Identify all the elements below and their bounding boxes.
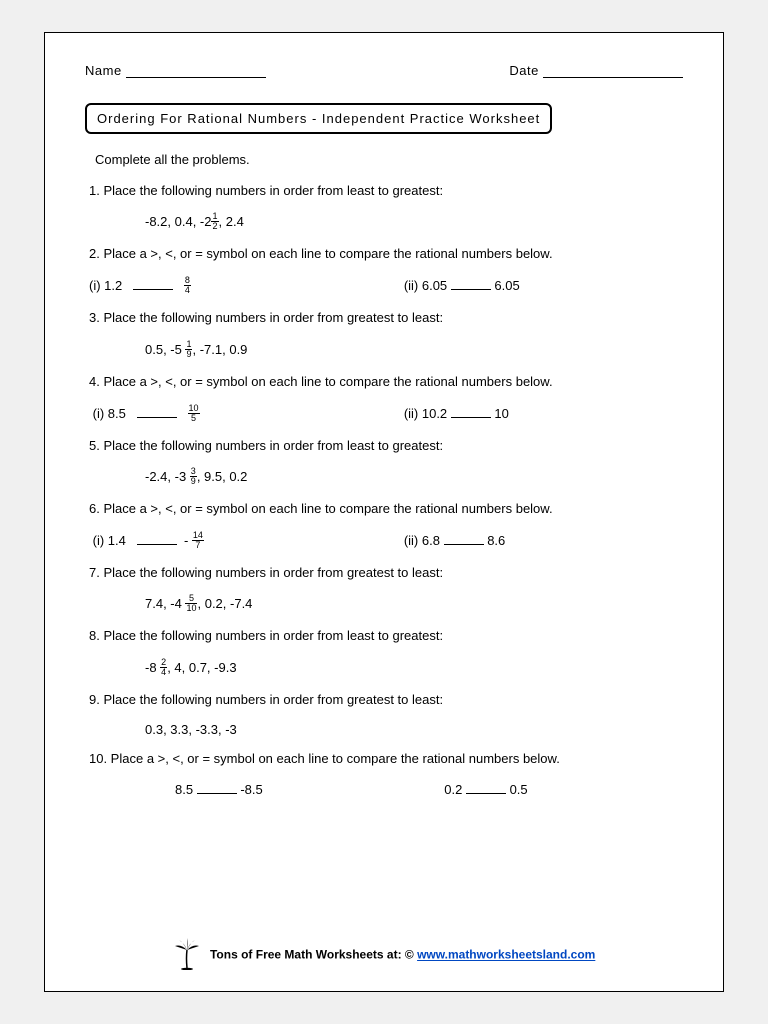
p6-ii-label: (ii) 6.8 bbox=[404, 533, 440, 548]
p4-ii-blank[interactable] bbox=[451, 405, 491, 418]
p10-b: 0.2 0.5 bbox=[444, 781, 683, 797]
footer-text: Tons of Free Math Worksheets at: © bbox=[210, 948, 417, 962]
problem-9: 9. Place the following numbers in order … bbox=[89, 690, 683, 710]
p2-i-blank[interactable] bbox=[133, 277, 173, 290]
p6-i-label: (i) 1.4 bbox=[93, 533, 126, 548]
problem-10-parts: 8.5 -8.5 0.2 0.5 bbox=[175, 781, 683, 797]
p10-b-left: 0.2 bbox=[444, 782, 462, 797]
problem-4: 4. Place a >, <, or = symbol on each lin… bbox=[89, 372, 683, 392]
fraction: 147 bbox=[192, 531, 204, 550]
p6-ii-blank[interactable] bbox=[444, 532, 484, 545]
problem-8-numbers: -8 24, 4, 0.7, -9.3 bbox=[145, 659, 683, 678]
p7-pre: 7.4, -4 bbox=[145, 596, 185, 611]
footer: Tons of Free Math Worksheets at: © www.m… bbox=[45, 938, 723, 973]
p6-part-ii: (ii) 6.8 8.6 bbox=[404, 531, 683, 551]
p1-post: , 2.4 bbox=[219, 214, 244, 229]
p10-a-right: -8.5 bbox=[240, 782, 262, 797]
p6-i-blank[interactable] bbox=[137, 532, 177, 545]
p4-part-i: (i) 8.5 105 bbox=[89, 404, 404, 424]
p4-part-ii: (ii) 10.2 10 bbox=[404, 404, 683, 424]
problem-6: 6. Place a >, <, or = symbol on each lin… bbox=[89, 499, 683, 519]
problem-9-numbers: 0.3, 3.3, -3.3, -3 bbox=[145, 722, 683, 737]
fraction: 84 bbox=[184, 276, 191, 295]
problem-7-numbers: 7.4, -4 510, 0.2, -7.4 bbox=[145, 595, 683, 614]
problem-10: 10. Place a >, <, or = symbol on each li… bbox=[89, 749, 683, 769]
p2-ii-right: 6.05 bbox=[494, 278, 519, 293]
fraction: 12 bbox=[211, 212, 218, 231]
p6-ii-right: 8.6 bbox=[487, 533, 505, 548]
p4-i-blank[interactable] bbox=[137, 405, 177, 418]
p8-post: , 4, 0.7, -9.3 bbox=[167, 659, 236, 674]
fraction: 24 bbox=[160, 658, 167, 677]
worksheet-title: Ordering For Rational Numbers - Independ… bbox=[85, 103, 552, 134]
p7-post: , 0.2, -7.4 bbox=[197, 596, 252, 611]
problem-3: 3. Place the following numbers in order … bbox=[89, 308, 683, 328]
p5-pre: -2.4, -3 bbox=[145, 469, 190, 484]
p10-a-left: 8.5 bbox=[175, 782, 193, 797]
p10-a: 8.5 -8.5 bbox=[175, 781, 444, 797]
p3-post: , -7.1, 0.9 bbox=[192, 342, 247, 357]
name-label: Name bbox=[85, 63, 122, 78]
date-field: Date bbox=[509, 63, 683, 78]
p2-ii-label: (ii) 6.05 bbox=[404, 278, 447, 293]
p1-pre: -8.2, 0.4, -2 bbox=[145, 214, 211, 229]
problem-8: 8. Place the following numbers in order … bbox=[89, 626, 683, 646]
p4-ii-label: (ii) 10.2 bbox=[404, 406, 447, 421]
fraction: 39 bbox=[190, 467, 197, 486]
problem-5: 5. Place the following numbers in order … bbox=[89, 436, 683, 456]
p6-minus: - bbox=[184, 533, 192, 548]
problem-6-parts: (i) 1.4 - 147 (ii) 6.8 8.6 bbox=[89, 531, 683, 551]
p10-a-blank[interactable] bbox=[197, 781, 237, 794]
problem-2: 2. Place a >, <, or = symbol on each lin… bbox=[89, 244, 683, 264]
p8-pre: -8 bbox=[145, 659, 160, 674]
header-row: Name Date bbox=[85, 63, 683, 78]
date-label: Date bbox=[509, 63, 538, 78]
p5-post: , 9.5, 0.2 bbox=[197, 469, 248, 484]
problem-4-parts: (i) 8.5 105 (ii) 10.2 10 bbox=[89, 404, 683, 424]
p2-i-label: (i) 1.2 bbox=[89, 278, 122, 293]
problem-7: 7. Place the following numbers in order … bbox=[89, 563, 683, 583]
p4-i-label: (i) 8.5 bbox=[93, 406, 126, 421]
problem-1-numbers: -8.2, 0.4, -212, 2.4 bbox=[145, 213, 683, 232]
palm-tree-icon bbox=[173, 938, 201, 973]
p6-part-i: (i) 1.4 - 147 bbox=[89, 531, 404, 551]
p10-b-blank[interactable] bbox=[466, 781, 506, 794]
p2-part-i: (i) 1.2 84 bbox=[89, 276, 404, 296]
date-blank[interactable] bbox=[543, 65, 683, 78]
p10-b-right: 0.5 bbox=[510, 782, 528, 797]
p4-ii-right: 10 bbox=[494, 406, 508, 421]
footer-link[interactable]: www.mathworksheetsland.com bbox=[417, 948, 595, 962]
name-field: Name bbox=[85, 63, 266, 78]
problem-1: 1. Place the following numbers in order … bbox=[89, 181, 683, 201]
worksheet-page: Name Date Ordering For Rational Numbers … bbox=[44, 32, 724, 992]
fraction: 510 bbox=[185, 594, 197, 613]
problem-3-numbers: 0.5, -5 19, -7.1, 0.9 bbox=[145, 341, 683, 360]
fraction: 105 bbox=[188, 404, 200, 423]
p3-pre: 0.5, -5 bbox=[145, 342, 185, 357]
fraction: 19 bbox=[185, 340, 192, 359]
instruction-text: Complete all the problems. bbox=[95, 152, 683, 167]
p2-part-ii: (ii) 6.05 6.05 bbox=[404, 276, 683, 296]
problem-5-numbers: -2.4, -3 39, 9.5, 0.2 bbox=[145, 468, 683, 487]
problem-2-parts: (i) 1.2 84 (ii) 6.05 6.05 bbox=[89, 276, 683, 296]
name-blank[interactable] bbox=[126, 65, 266, 78]
p2-ii-blank[interactable] bbox=[451, 277, 491, 290]
